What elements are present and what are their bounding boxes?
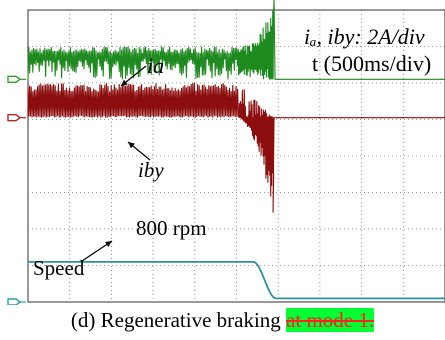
iby-label: iby <box>138 158 164 182</box>
ia-label: ia <box>147 53 164 78</box>
iby-trace <box>27 82 445 213</box>
speed-trace <box>28 260 445 300</box>
scale-label: iₐ, iby: 2A/div <box>304 24 425 49</box>
ia-arrow-head <box>121 79 128 86</box>
speed-label: Speed <box>33 256 85 280</box>
caption-struck-text: at mode 1. <box>286 308 375 332</box>
ground-marker-ia <box>7 75 22 84</box>
speed-value-label: 800 rpm <box>136 216 207 240</box>
oscilloscope-plot: iₐ, iby: 2A/div t (500ms/div) ia iby 800… <box>7 0 445 305</box>
caption-text: (d) Regenerative braking <box>70 308 287 332</box>
ia-trace <box>27 0 445 80</box>
iby-arrow-head <box>128 142 135 149</box>
figure-caption: (d) Regenerative braking at mode 1. <box>0 307 445 333</box>
traces <box>27 0 445 300</box>
ground-marker-iby <box>7 113 22 122</box>
time-label: t (500ms/div) <box>312 51 431 76</box>
annotation-arrows <box>81 65 151 262</box>
speed-arrow-head <box>105 241 112 247</box>
channel-markers <box>7 75 26 305</box>
ground-marker-speed <box>7 298 22 305</box>
